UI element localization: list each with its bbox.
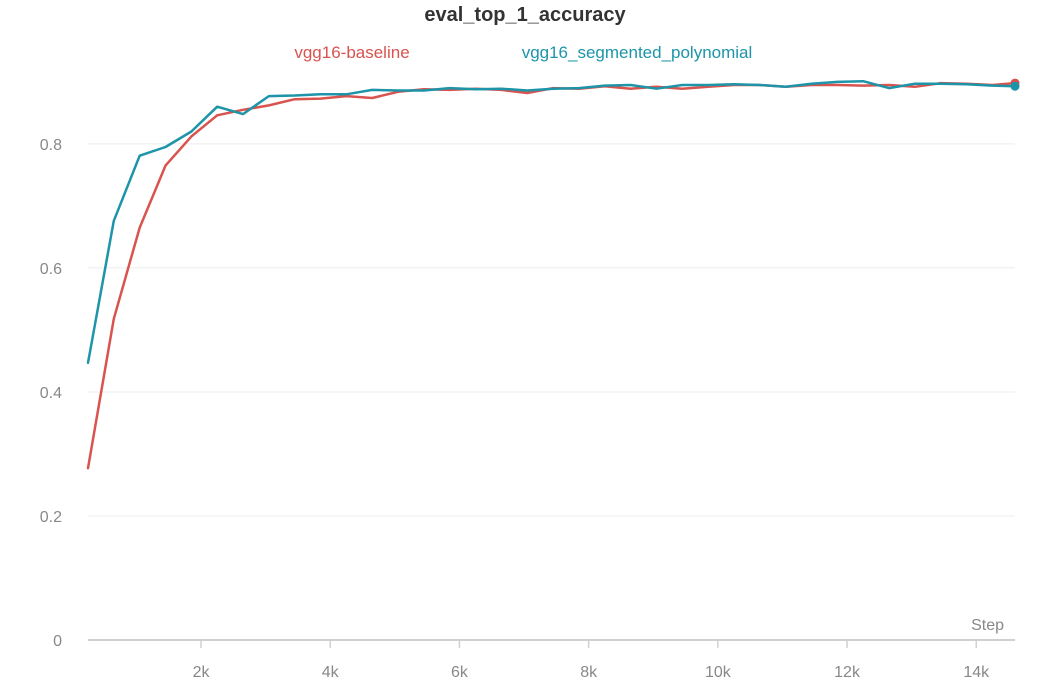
series-line-1 <box>86 79 1017 365</box>
y-tick-label: 0 <box>53 633 62 650</box>
series-lines <box>86 78 1020 470</box>
x-tick-label: 2k <box>193 664 211 681</box>
chart-title: eval_top_1_accuracy <box>424 4 626 26</box>
y-axis-ticks: 0 0.2 0.4 0.6 0.8 <box>40 137 62 650</box>
y-tick-label: 0.8 <box>40 137 62 154</box>
series-line-0 <box>86 81 1017 470</box>
series-end-point-1 <box>1010 81 1020 91</box>
x-tick-label: 10k <box>705 664 732 681</box>
x-axis-ticks: 2k 4k 6k 8k 10k 12k 14k <box>193 640 990 681</box>
y-tick-label: 0.4 <box>40 385 62 402</box>
x-axis-label: Step <box>971 617 1004 634</box>
y-tick-label: 0.6 <box>40 261 62 278</box>
legend-item-segmented-polynomial: vgg16_segmented_polynomial <box>522 43 753 62</box>
x-tick-label: 8k <box>580 664 598 681</box>
y-tick-label: 0.2 <box>40 509 62 526</box>
grid-lines <box>88 143 1015 517</box>
x-tick-label: 4k <box>322 664 340 681</box>
x-tick-label: 14k <box>963 664 990 681</box>
x-tick-label: 12k <box>834 664 861 681</box>
x-tick-label: 6k <box>451 664 469 681</box>
legend-item-baseline: vgg16-baseline <box>294 43 409 62</box>
